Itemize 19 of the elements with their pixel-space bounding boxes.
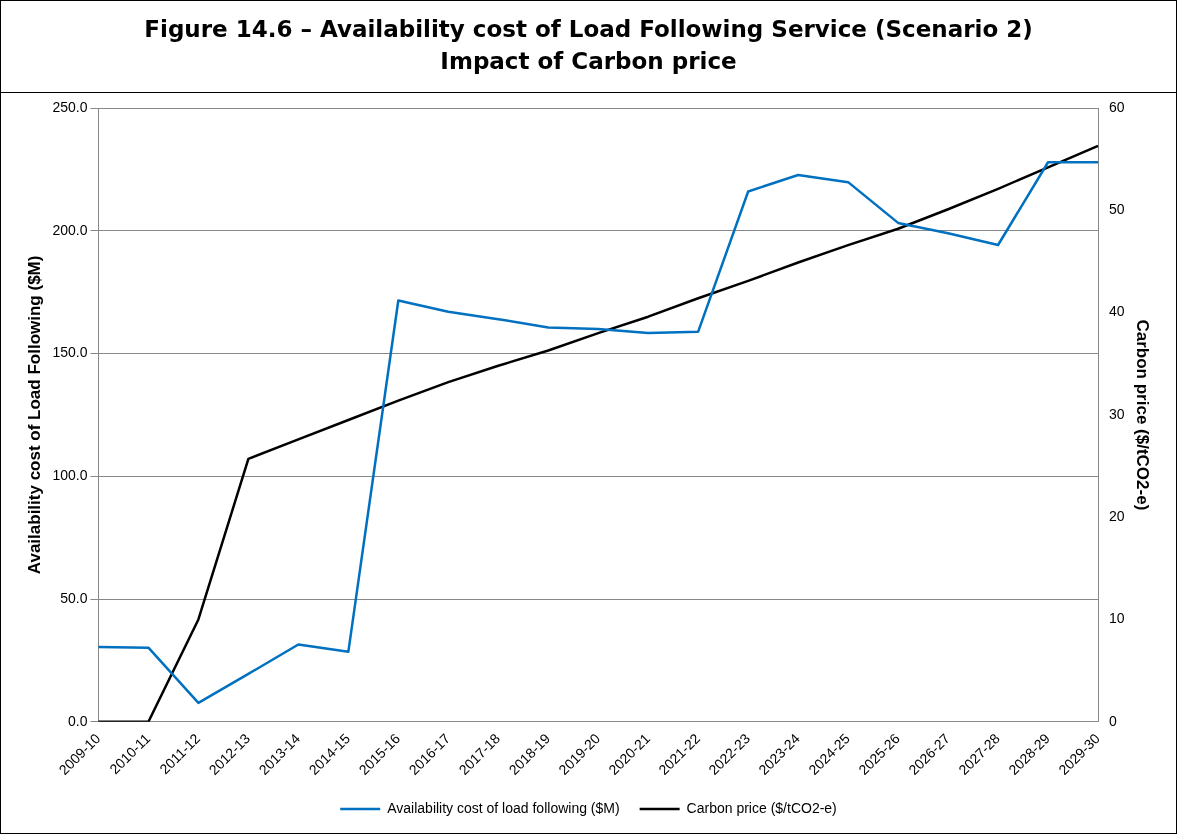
chart-subtitle: Impact of Carbon price xyxy=(439,47,738,76)
y-axis-title: Availability cost of Load Following ($M) xyxy=(24,255,44,575)
y-tick-label: 150.0 xyxy=(52,344,88,361)
legend-label: Carbon price ($/tCO2-e) xyxy=(686,799,837,816)
y2-axis-title: Carbon price ($/tCO2-e) xyxy=(1133,319,1153,511)
y2-tick-label: 10 xyxy=(1109,610,1125,627)
legend-label: Availability cost of load following ($M) xyxy=(387,799,620,816)
y2-tick-label: 30 xyxy=(1109,405,1125,422)
y-tick-label: 0.0 xyxy=(67,712,88,729)
y-tick-label: 200.0 xyxy=(52,221,88,238)
y2-tick-label: 60 xyxy=(1109,98,1125,115)
y2-tick-label: 50 xyxy=(1109,201,1125,218)
y2-tick-label: 0 xyxy=(1109,712,1118,729)
y2-tick-label: 40 xyxy=(1109,303,1125,320)
y-tick-label: 100.0 xyxy=(52,467,88,484)
y-tick-label: 250.0 xyxy=(52,98,88,115)
y-tick-label: 50.0 xyxy=(60,589,88,606)
y2-tick-label: 20 xyxy=(1109,508,1125,525)
chart-title: Figure 14.6 – Availability cost of Load Following Service (Scenario 2) xyxy=(143,15,1034,44)
